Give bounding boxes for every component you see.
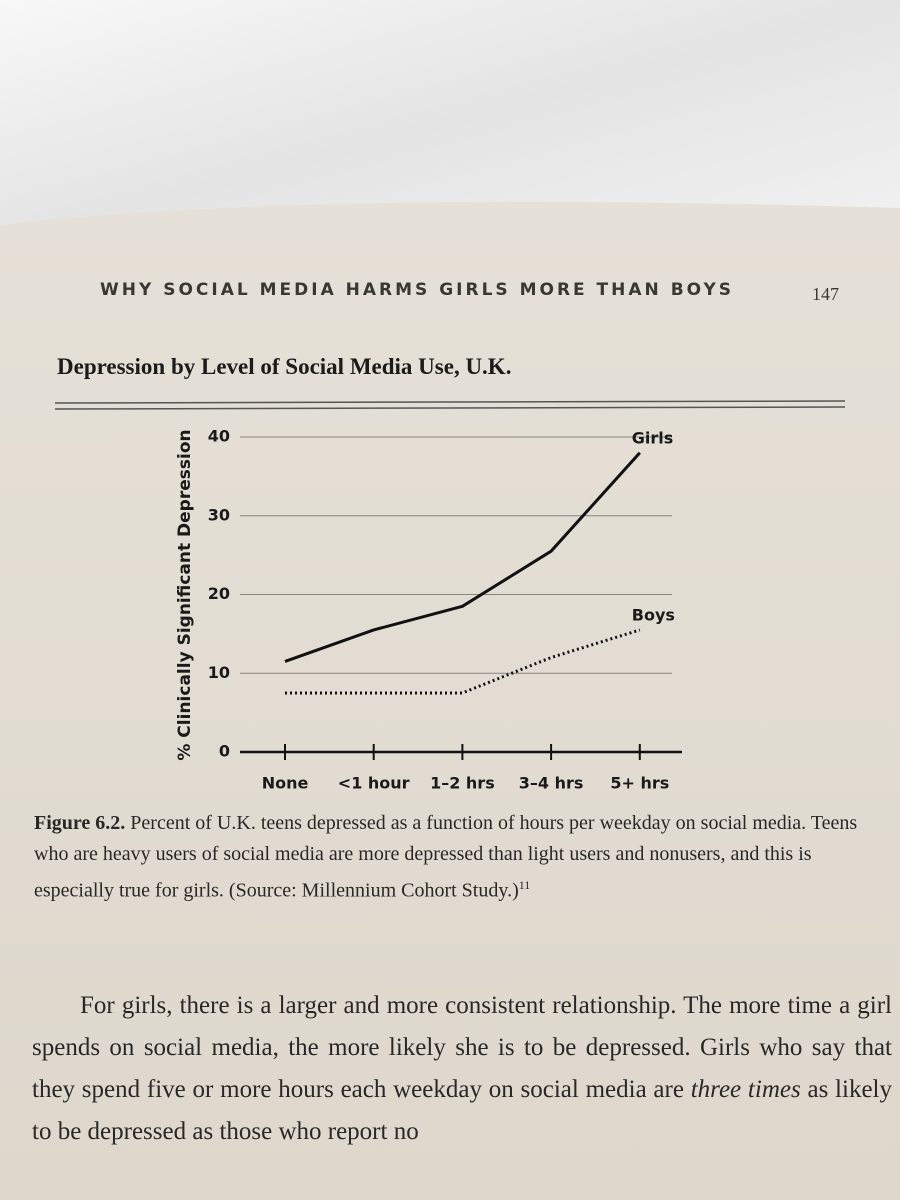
y-axis-label: % Clinically Significant Depression	[175, 429, 195, 760]
y-tick-label: 40	[208, 427, 230, 446]
caption-label: Figure 6.2.	[34, 812, 126, 834]
page-number: 147	[812, 284, 839, 304]
series-label: Boys	[632, 605, 675, 624]
body-text: as likely to be depressed as those who r…	[32, 1076, 892, 1145]
emphasis: three times	[690, 1076, 801, 1103]
y-tick-label: 30	[208, 505, 230, 524]
caption: Figure 6.2. Percent of U.K. teens depres…	[34, 808, 884, 907]
running-head: WHY SOCIAL MEDIA HARMS GIRLS MORE THAN B…	[100, 280, 735, 300]
x-tick-label: 1–2 hrs	[430, 774, 495, 793]
x-tick-label: None	[262, 774, 309, 793]
x-tick-label: <1 hour	[338, 774, 410, 793]
x-tick-label: 5+ hrs	[610, 774, 669, 793]
caption-text: Percent of U.K. teens depressed as a fun…	[34, 812, 858, 902]
body-text: For girls, there is a larger and more co…	[32, 992, 892, 1103]
bedsheet	[0, 0, 900, 240]
series-label: Girls	[632, 428, 674, 447]
y-tick-label: 0	[219, 742, 230, 761]
line	[285, 628, 641, 695]
body-text: For girls, there is a larger and more co…	[32, 985, 892, 1153]
chart-title: Depression by Level of Social Media Use,…	[57, 354, 512, 379]
line	[284, 451, 641, 663]
y-tick-label: 20	[208, 584, 230, 603]
x-tick-label: 3–4 hrs	[519, 774, 584, 793]
footnote-ref: 11	[518, 878, 531, 892]
rule	[54, 406, 846, 410]
book-page	[0, 201, 900, 1200]
rule	[54, 400, 846, 404]
y-tick-label: 10	[208, 663, 230, 682]
